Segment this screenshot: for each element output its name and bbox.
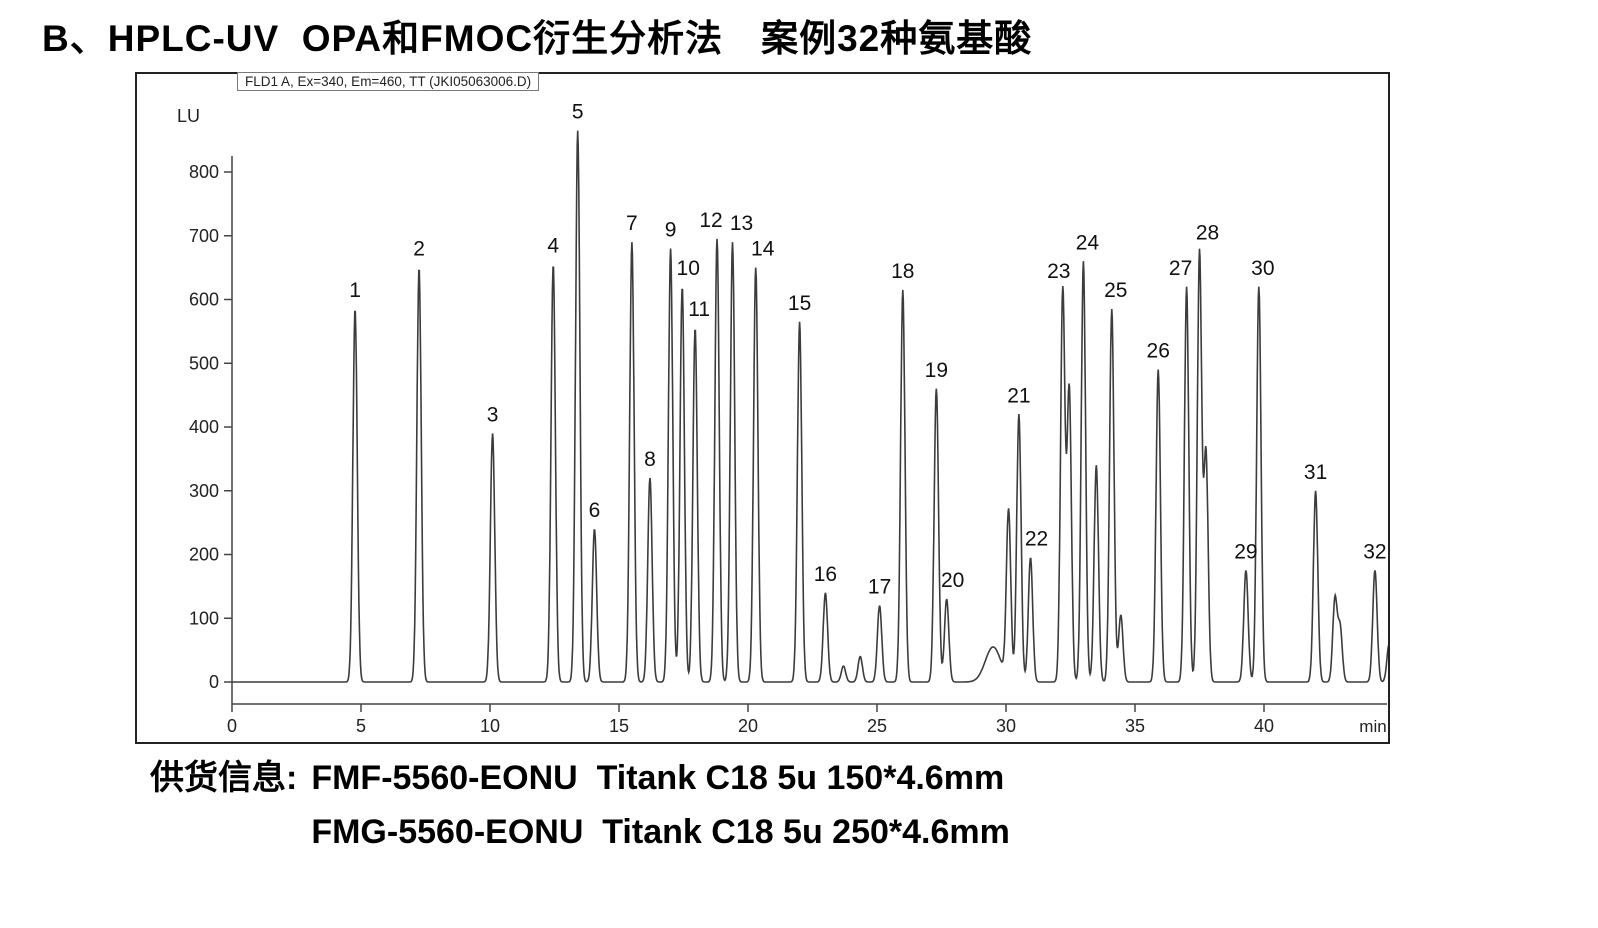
x-tick-label: 30	[996, 716, 1016, 736]
peak-label-2: 2	[413, 238, 425, 261]
supply-label: 供货信息:	[150, 759, 298, 797]
peak-label-19: 19	[925, 359, 948, 382]
x-axis-unit: min	[1359, 717, 1386, 736]
peak-label-23: 23	[1047, 260, 1070, 283]
peak-label-1: 1	[349, 279, 361, 302]
peak-label-27: 27	[1169, 257, 1192, 280]
y-tick-label: 500	[189, 353, 219, 373]
x-tick-label: 5	[356, 716, 366, 736]
peak-label-4: 4	[547, 234, 559, 257]
peak-label-5: 5	[572, 101, 584, 124]
y-tick-label: 100	[189, 608, 219, 628]
y-axis-unit: LU	[177, 106, 200, 126]
peak-label-30: 30	[1251, 257, 1274, 280]
peak-label-28: 28	[1196, 222, 1219, 245]
x-tick-label: 40	[1254, 716, 1274, 736]
chromatogram-header: FLD1 A, Ex=340, Em=460, TT (JKI05063006.…	[237, 72, 540, 91]
x-tick-label: 35	[1125, 716, 1145, 736]
peak-label-18: 18	[891, 260, 914, 283]
x-tick-label: 15	[609, 716, 629, 736]
peak-label-11: 11	[688, 298, 710, 321]
y-tick-label: 300	[189, 481, 219, 501]
x-tick-label: 20	[738, 716, 758, 736]
peak-label-9: 9	[665, 219, 677, 242]
x-tick-label: 25	[867, 716, 887, 736]
peak-label-12: 12	[699, 209, 722, 232]
y-tick-label: 600	[189, 290, 219, 310]
peak-label-6: 6	[589, 499, 601, 522]
y-tick-label: 400	[189, 417, 219, 437]
peak-label-7: 7	[626, 212, 638, 235]
y-tick-label: 800	[189, 162, 219, 182]
peak-label-17: 17	[868, 576, 891, 599]
chromatogram-frame: FLD1 A, Ex=340, Em=460, TT (JKI05063006.…	[135, 72, 1393, 744]
supply-line-2: FMG-5560-EONU Titank C18 5u 250*4.6mm	[311, 812, 1010, 851]
peak-label-29: 29	[1234, 540, 1257, 563]
peak-label-14: 14	[751, 238, 775, 261]
peak-label-26: 26	[1147, 340, 1170, 363]
y-tick-label: 200	[189, 545, 219, 565]
peak-label-13: 13	[730, 212, 753, 235]
peak-label-21: 21	[1007, 384, 1030, 407]
peak-label-31: 31	[1304, 461, 1327, 484]
supply-spacer	[150, 810, 297, 856]
x-tick-label: 10	[480, 716, 500, 736]
peak-label-16: 16	[814, 563, 837, 586]
peak-label-25: 25	[1104, 279, 1127, 302]
peak-label-15: 15	[788, 292, 811, 315]
trace	[232, 130, 1393, 683]
peak-label-3: 3	[487, 403, 499, 426]
peak-label-32: 32	[1363, 540, 1386, 563]
peak-label-22: 22	[1025, 528, 1048, 551]
y-tick-label: 0	[209, 672, 219, 692]
y-tick-label: 700	[189, 226, 219, 246]
peak-label-10: 10	[677, 257, 700, 280]
peak-label-24: 24	[1076, 231, 1100, 254]
peak-label-8: 8	[644, 448, 656, 471]
page-title: B、HPLC-UV OPA和FMOC衍生分析法 案例32种氨基酸	[42, 18, 1033, 59]
supply-info: 供货信息: FMF-5560-EONU Titank C18 5u 150*4.…	[150, 756, 1010, 856]
x-tick-label: 0	[227, 716, 237, 736]
peak-label-20: 20	[941, 569, 964, 592]
supply-line-1: FMF-5560-EONU Titank C18 5u 150*4.6mm	[311, 759, 1005, 797]
